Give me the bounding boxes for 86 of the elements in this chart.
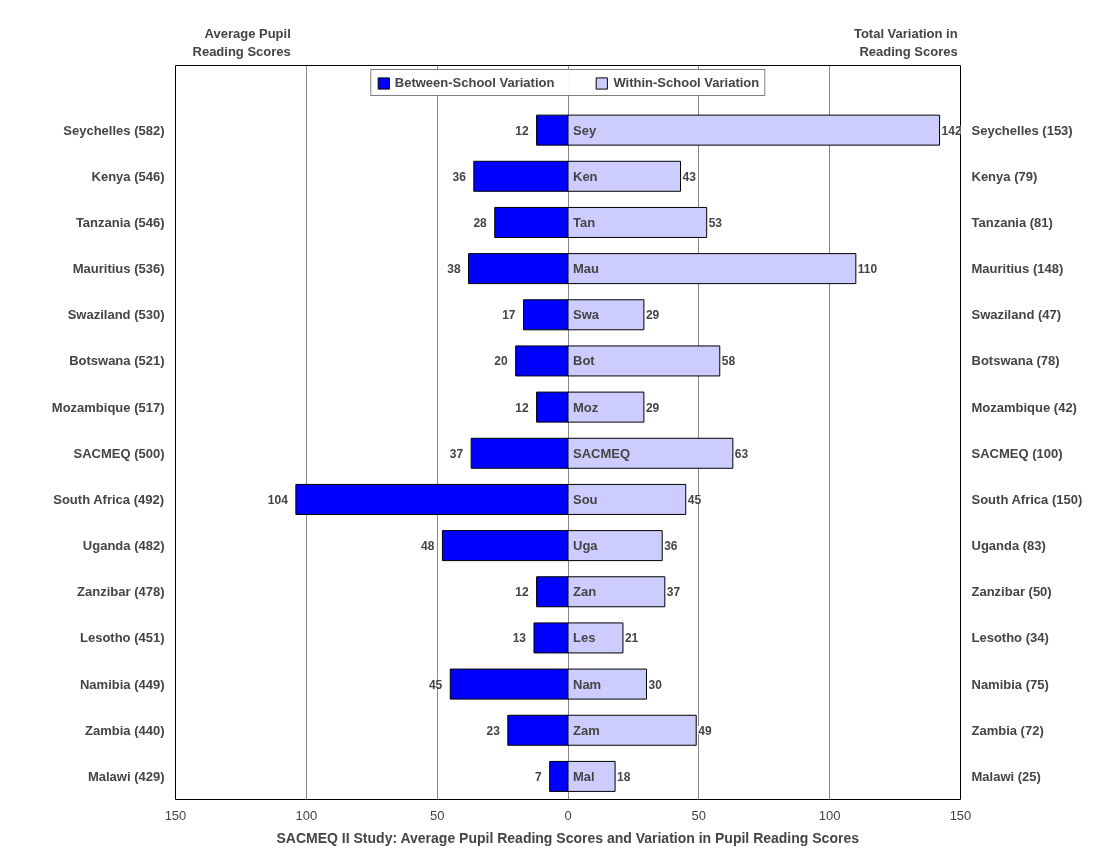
- annotation: Zam: [573, 722, 600, 738]
- data-label: 45: [428, 677, 443, 692]
- y2-tick-label: Uganda (83): [971, 538, 1046, 554]
- x-tick-label: 100: [295, 807, 318, 823]
- annotation: Uga: [573, 538, 599, 554]
- data-label: 21: [624, 631, 639, 646]
- legend-label: Between-School Variation: [394, 75, 555, 90]
- annotation: Sey: [573, 122, 597, 138]
- y-tick-label: Zambia (440): [85, 722, 165, 738]
- y-tick-label: Zanzibar (478): [77, 584, 165, 600]
- y-tick-label: Malawi (429): [87, 768, 165, 784]
- data-label: 36: [664, 539, 678, 554]
- y-tick-label: Kenya (546): [91, 168, 165, 184]
- data-label: 37: [666, 585, 681, 600]
- annotation: Moz: [573, 399, 599, 415]
- y-tick-label: Botswana (521): [69, 353, 165, 369]
- data-label: 12: [515, 585, 529, 600]
- x-tick-label: 150: [949, 807, 972, 823]
- annotation: Les: [573, 630, 596, 646]
- data-label: 18: [617, 769, 631, 784]
- y-tick-label: Tanzania (546): [75, 214, 165, 230]
- y2-axis-title: Total Variation in Reading Scores: [853, 25, 958, 59]
- y2-tick-label: Kenya (79): [971, 168, 1038, 184]
- data-label: 28: [473, 215, 488, 230]
- data-label: 110: [857, 262, 878, 277]
- y2-tick-label: Seychelles (153): [971, 122, 1073, 138]
- y-tick-label: Lesotho (451): [79, 630, 165, 646]
- data-label: 38: [447, 262, 461, 277]
- annotation: Swa: [573, 307, 600, 323]
- annotation: Mal: [573, 768, 595, 784]
- data-label: 48: [421, 539, 435, 554]
- data-label: 23: [486, 723, 501, 738]
- annotation: Nam: [573, 676, 602, 692]
- legend-label: Within-School Variation: [613, 75, 760, 90]
- data-label: 104: [267, 492, 289, 507]
- y-tick-label: Uganda (482): [82, 538, 165, 554]
- data-label: 29: [645, 400, 660, 415]
- data-label: 36: [452, 169, 467, 184]
- x-tick-label: 50: [429, 807, 445, 823]
- y2-tick-label: Botswana (78): [971, 353, 1060, 369]
- data-label: 37: [449, 446, 464, 461]
- data-label: 12: [515, 123, 529, 138]
- data-label: 53: [708, 215, 723, 230]
- y-tick-label: SACMEQ (500): [73, 445, 165, 461]
- y2-tick-label: Malawi (25): [971, 768, 1041, 784]
- y-tick-label: Mauritius (536): [72, 261, 165, 277]
- y2-tick-label: Zambia (72): [971, 722, 1044, 738]
- x-tick-label: 150: [164, 807, 187, 823]
- data-label: 63: [734, 446, 749, 461]
- y2-tick-label: Mozambique (42): [971, 399, 1077, 415]
- y-tick-label: South Africa (492): [53, 491, 165, 507]
- y-tick-label: Namibia (449): [79, 676, 165, 692]
- y2-tick-label: Zanzibar (50): [971, 584, 1052, 600]
- annotation: Mau: [573, 261, 600, 277]
- y-tick-label: Swaziland (530): [67, 307, 165, 323]
- y2-tick-label: Swaziland (47): [971, 307, 1062, 323]
- y-tick-label: Mozambique (517): [51, 399, 165, 415]
- data-label: 20: [494, 354, 508, 369]
- x-tick-label: 100: [818, 807, 841, 823]
- y2-tick-label: Tanzania (81): [971, 214, 1053, 230]
- annotation: Zan: [573, 584, 597, 600]
- annotation: Bot: [573, 353, 596, 369]
- y2-tick-label: Lesotho (34): [971, 630, 1049, 646]
- data-label: 13: [512, 631, 527, 646]
- y2-tick-label: South Africa (150): [971, 491, 1083, 507]
- data-label: 30: [648, 677, 663, 692]
- y2-tick-label: Mauritius (148): [971, 261, 1064, 277]
- annotation: Tan: [573, 214, 596, 230]
- y-tick-label: Seychelles (582): [63, 122, 165, 138]
- data-label: 7: [535, 769, 543, 784]
- annotation: Ken: [573, 168, 598, 184]
- text: SACMEQ II Study: Average Pupil Reading Scores and Variation in Pupil Reading Scores: [276, 829, 860, 846]
- annotation: SACMEQ: [573, 445, 631, 461]
- x-tick-label: 0: [564, 807, 572, 823]
- data-label: 49: [698, 723, 712, 738]
- data-label: 12: [515, 400, 529, 415]
- data-label: 45: [687, 492, 702, 507]
- y2-tick-label: Namibia (75): [971, 676, 1049, 692]
- y-axis-title: Average Pupil Reading Scores: [192, 25, 291, 59]
- annotation: Sou: [573, 491, 598, 507]
- data-label: 43: [682, 169, 697, 184]
- data-label: 29: [645, 308, 660, 323]
- y2-tick-label: SACMEQ (100): [971, 445, 1063, 461]
- data-label: 58: [721, 354, 736, 369]
- x-tick-label: 50: [691, 807, 707, 823]
- data-label: 17: [502, 308, 516, 323]
